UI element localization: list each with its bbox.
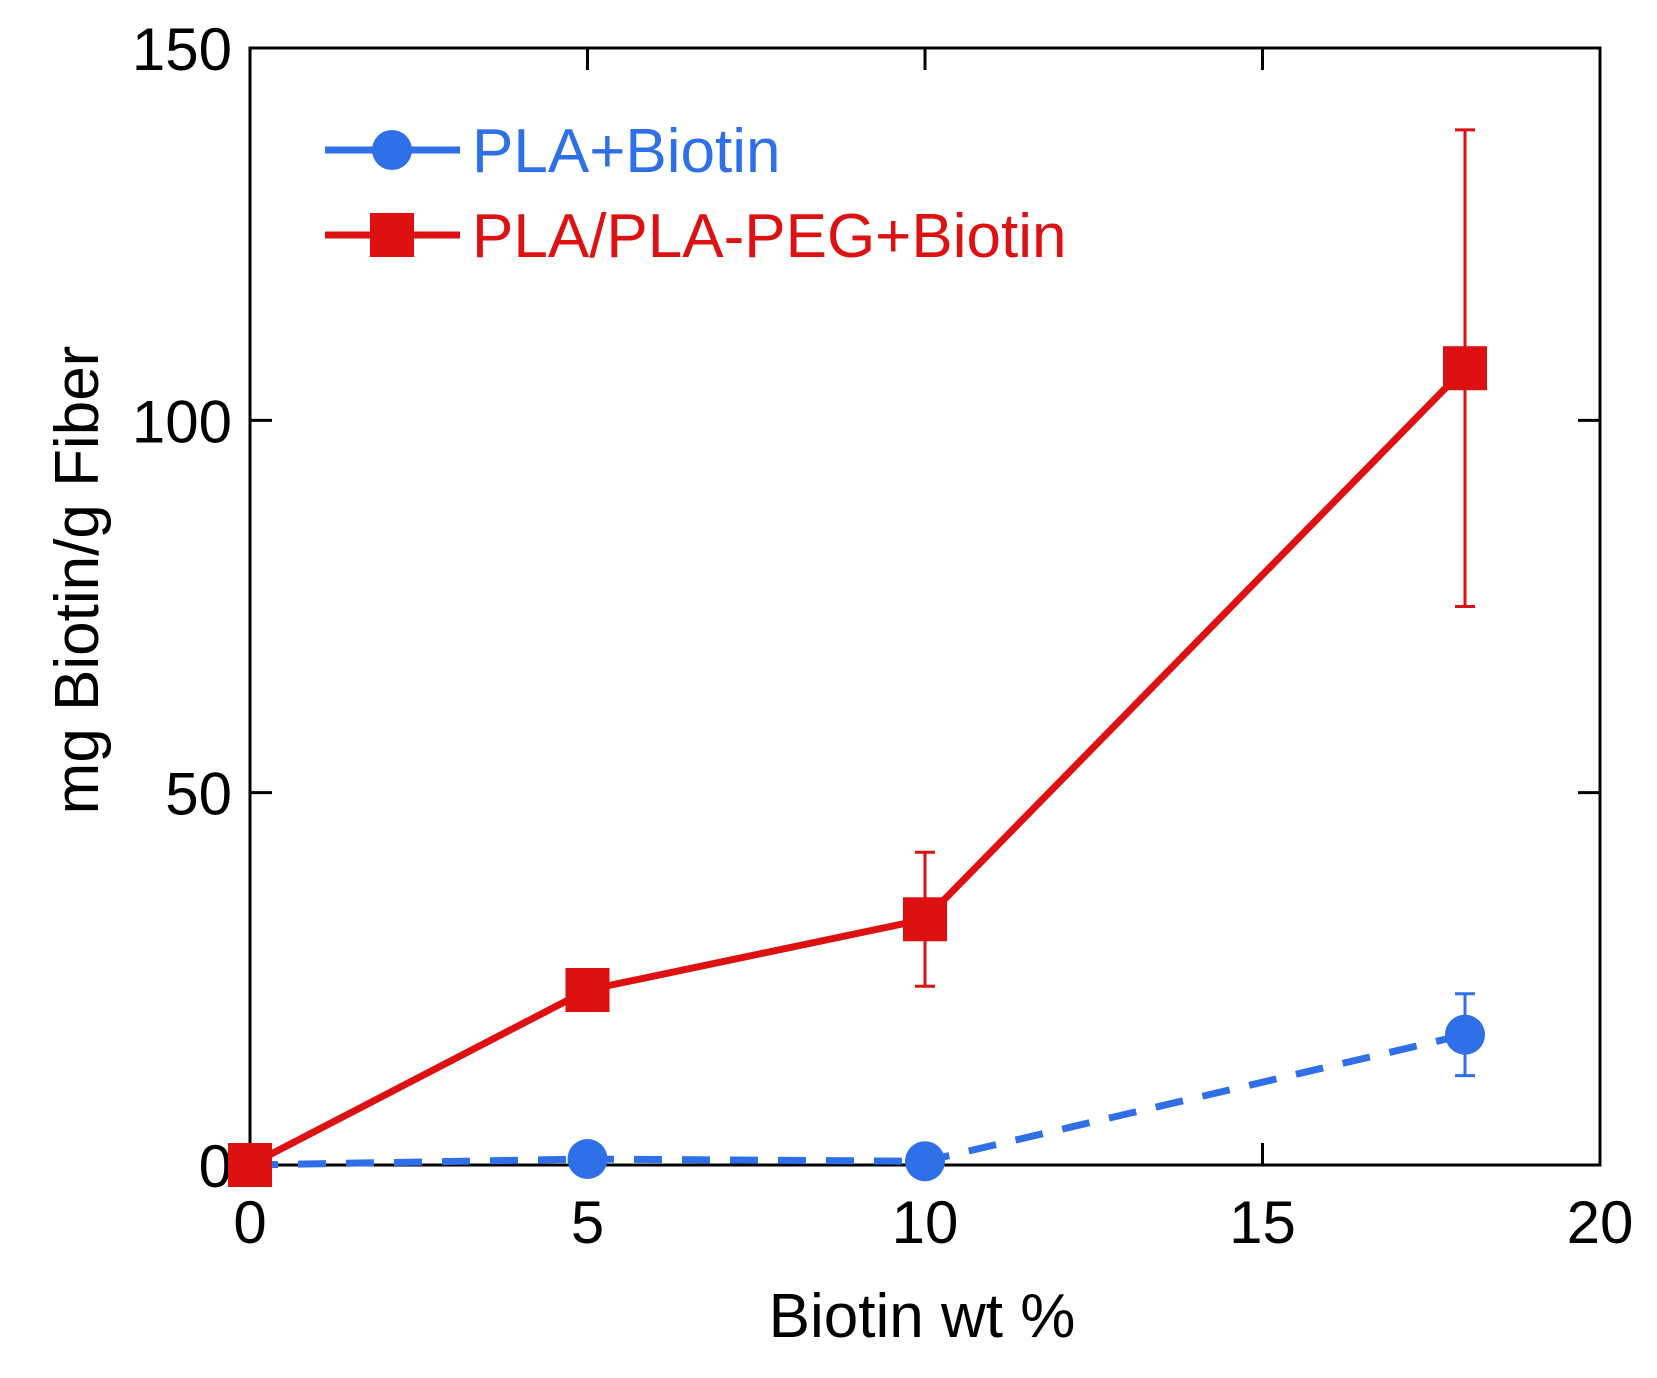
y-tick-label: 50 [165,761,232,828]
x-tick-label: 20 [1567,1189,1634,1256]
legend-item-pla-peg-biotin: PLA/PLA-PEG+Biotin [325,202,1066,271]
data-point [228,1143,272,1187]
x-axis-label: Biotin wt % [769,1282,1076,1351]
y-tick-label: 100 [132,388,232,455]
x-tick-label: 15 [1229,1189,1296,1256]
data-point [1445,1014,1485,1055]
legend-label: PLA+Biotin [472,117,781,186]
y-tick-label: 0 [199,1133,232,1200]
legend-item-pla-biotin: PLA+Biotin [325,117,781,186]
x-tick-label: 10 [892,1189,959,1256]
legend-label: PLA/PLA-PEG+Biotin [472,202,1066,271]
x-tick-label: 0 [233,1189,266,1256]
series-line-pla-peg-biotin [248,365,1468,1169]
data-point [903,897,947,942]
series-pla-peg-biotin [228,128,1487,1187]
y-tick-label: 150 [132,16,232,83]
data-point [1443,346,1487,391]
x-tick-label: 5 [571,1189,604,1256]
data-point [905,1141,945,1182]
y-axis-label: mg Biotin/g Fiber [43,346,112,815]
data-point [567,1139,608,1180]
legend-marker [372,130,412,170]
data-point [565,968,610,1013]
legend-marker [370,213,414,257]
series-line-pla-biotin [249,1031,1466,1169]
